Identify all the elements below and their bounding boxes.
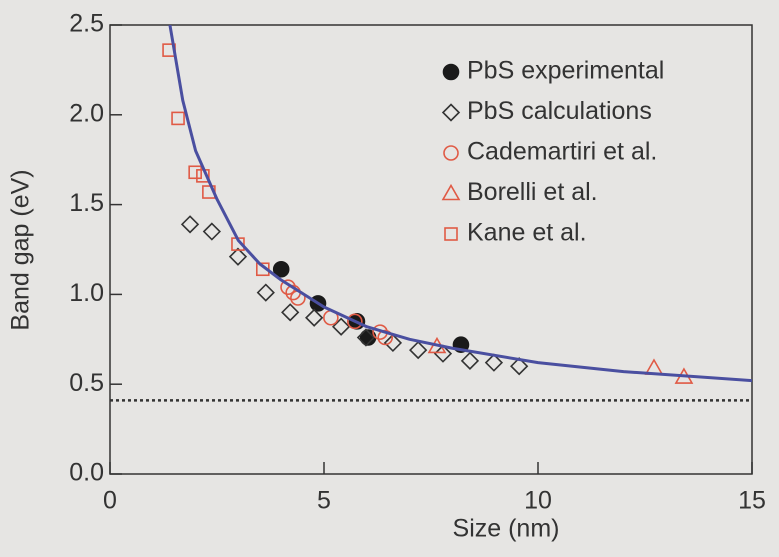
data-point <box>347 313 363 330</box>
data-point <box>281 303 300 322</box>
data-point <box>180 215 200 234</box>
y-tick-label: 0.0 <box>69 459 104 487</box>
data-point <box>228 247 248 266</box>
y-tick-label: 0.5 <box>69 369 104 397</box>
data-point <box>356 328 376 347</box>
data-point <box>484 353 504 372</box>
x-tick-label: 0 <box>103 487 117 515</box>
fit-curve <box>168 25 752 383</box>
y-axis-label: Band gap (eV) <box>7 169 35 330</box>
x-tick-label: 10 <box>524 487 552 515</box>
data-point <box>305 308 324 327</box>
data-point <box>188 165 202 180</box>
x-tick-label: 5 <box>317 487 331 515</box>
legend-label: Kane et al. <box>467 219 587 247</box>
legend-marker <box>443 145 459 161</box>
data-point <box>256 283 275 302</box>
legend-label: Cademartiri et al. <box>467 138 657 166</box>
legend-marker <box>441 183 461 201</box>
legend-marker <box>441 103 461 122</box>
data-point <box>202 222 221 241</box>
data-point <box>383 333 403 353</box>
x-axis-label: Size (nm) <box>453 515 560 543</box>
data-point <box>171 111 185 126</box>
legend-marker <box>442 63 460 81</box>
y-tick-label: 2.5 <box>69 10 104 38</box>
y-tick-label: 2.0 <box>69 99 104 127</box>
legend-label: PbS experimental <box>467 57 664 85</box>
data-point <box>272 260 290 278</box>
legend-label: PbS calculations <box>467 97 652 125</box>
legend-marker <box>444 227 458 241</box>
data-point <box>377 329 394 346</box>
data-point <box>433 344 453 363</box>
y-tick-label: 1.5 <box>69 189 104 217</box>
y-tick-label: 1.0 <box>69 279 104 307</box>
plot-frame <box>109 24 753 475</box>
data-point <box>409 340 428 360</box>
data-point <box>510 357 529 376</box>
x-tick-label: 15 <box>738 487 766 515</box>
data-point <box>460 351 480 370</box>
legend-label: Borelli et al. <box>467 178 598 206</box>
data-point <box>331 317 351 336</box>
